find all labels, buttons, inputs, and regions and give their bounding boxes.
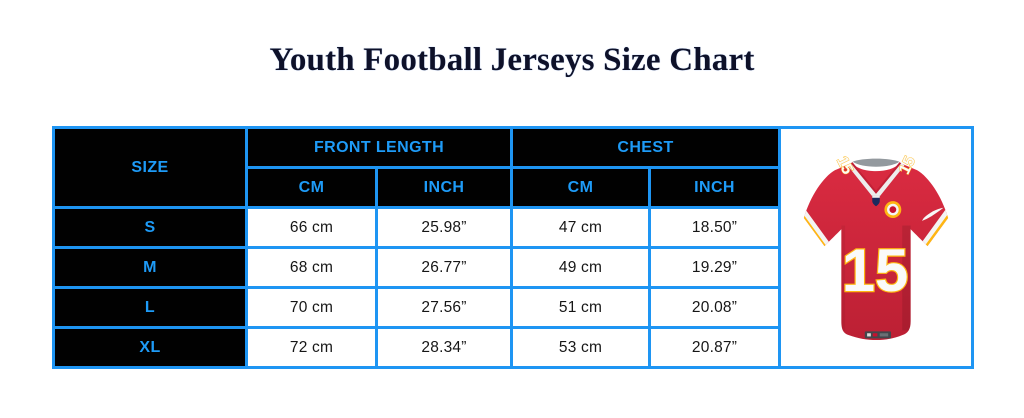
jersey-image: 15 15 15 — [781, 129, 971, 366]
page-title: Youth Football Jerseys Size Chart — [269, 42, 755, 78]
column-header-front-length: FRONT LENGTH — [245, 126, 513, 169]
front-length-inch: 25.98” — [375, 206, 513, 249]
jersey-graphic: 15 15 15 — [803, 153, 949, 340]
right-shoulder-number: 15 — [896, 153, 919, 176]
front-length-cm: 68 cm — [245, 246, 378, 289]
size-label: L — [52, 286, 248, 329]
front-length-inch: 27.56” — [375, 286, 513, 329]
nfl-shield-icon — [872, 195, 880, 206]
subheader-front-inch: INCH — [375, 166, 513, 209]
column-header-size: SIZE — [52, 126, 248, 209]
size-chart-table: SIZE FRONT LENGTH CHEST — [52, 126, 975, 369]
table-row-size-l: L 70 cm 27.56” 51 cm 20.08” — [52, 286, 973, 329]
subheader-chest-inch: INCH — [647, 166, 782, 209]
size-label: M — [52, 246, 248, 289]
left-shoulder-number: 15 — [833, 153, 856, 176]
chest-cm: 49 cm — [510, 246, 651, 289]
chest-inch: 20.08” — [647, 286, 782, 329]
size-label: XL — [52, 326, 248, 369]
chest-inch: 19.29” — [647, 246, 782, 289]
subheader-front-cm: CM — [245, 166, 378, 209]
jersey-body — [803, 162, 949, 340]
team-patch-icon — [884, 200, 902, 218]
table-row-size-m: M 68 cm 26.77” 49 cm 19.29” — [52, 246, 973, 289]
chest-cm: 53 cm — [510, 326, 651, 369]
collar-inner-stripe — [850, 161, 902, 194]
jock-tag — [864, 330, 892, 338]
front-length-cm: 66 cm — [245, 206, 378, 249]
chest-number: 15 — [842, 237, 909, 304]
table-row-size-s: S 66 cm 25.98” 47 cm 18.50” — [52, 206, 973, 249]
front-length-cm: 72 cm — [245, 326, 378, 369]
table-row-size-xl: XL 72 cm 28.34” 53 cm 20.87” — [52, 326, 973, 369]
front-length-cm: 70 cm — [245, 286, 378, 329]
subheader-chest-cm: CM — [510, 166, 651, 209]
jersey-photo-cell: 15 15 15 — [778, 126, 975, 369]
column-header-chest: CHEST — [509, 126, 782, 169]
chest-cm: 47 cm — [510, 206, 651, 249]
nike-swoosh-icon — [921, 207, 944, 221]
front-length-inch: 28.34” — [375, 326, 513, 369]
chest-inch: 18.50” — [647, 206, 782, 249]
front-length-inch: 26.77” — [375, 246, 513, 289]
chest-inch: 20.87” — [647, 326, 782, 369]
chest-cm: 51 cm — [510, 286, 651, 329]
collar-back — [852, 158, 900, 167]
size-label: S — [52, 206, 248, 249]
